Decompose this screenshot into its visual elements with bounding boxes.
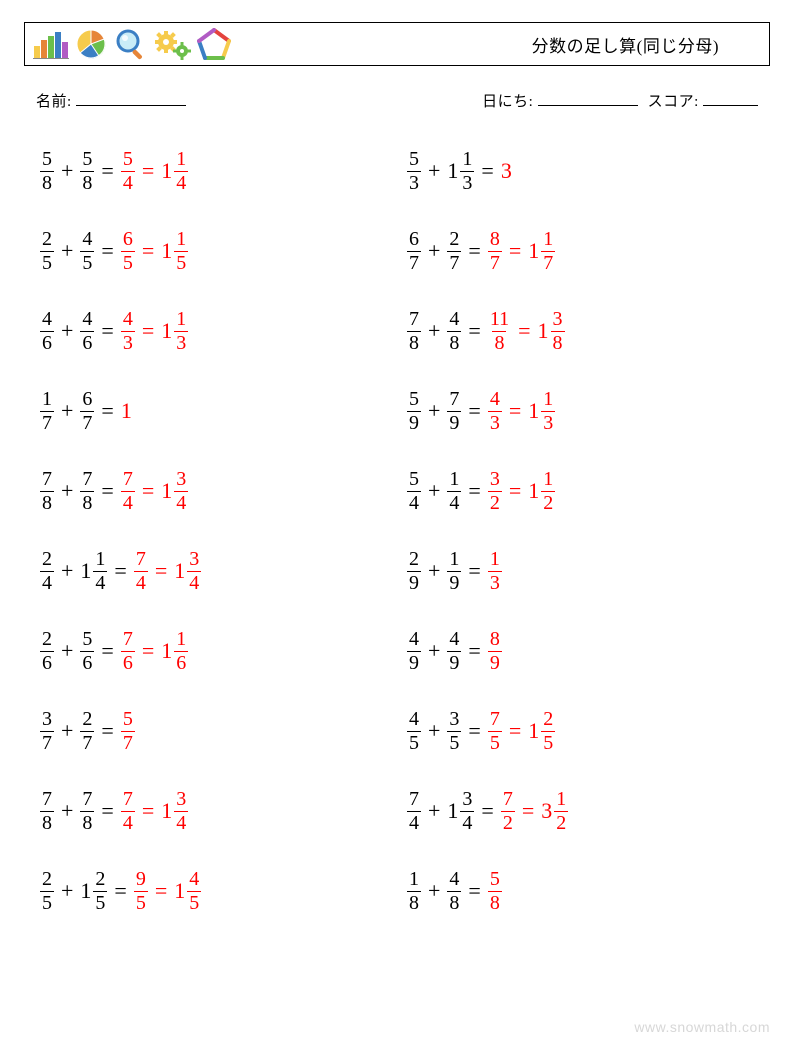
problem-row: 74+134=72=312 — [397, 771, 764, 851]
left-column: 58+58=54=11425+45=65=11546+46=43=11317+6… — [30, 131, 397, 931]
problem-row: 49+49=89 — [397, 611, 764, 691]
problem-row: 24+114=74=134 — [30, 531, 397, 611]
problem-row: 58+58=54=114 — [30, 131, 397, 211]
problem-row: 54+14=32=112 — [397, 451, 764, 531]
right-column: 53+113=367+27=87=11778+48=118=13859+79=4… — [397, 131, 764, 931]
problem-row: 78+48=118=138 — [397, 291, 764, 371]
score-blank[interactable] — [703, 91, 758, 106]
problem-row: 17+67=1 — [30, 371, 397, 451]
problem-row: 29+19=13 — [397, 531, 764, 611]
bar-chart-icon — [33, 28, 69, 60]
pie-chart-icon — [75, 28, 109, 60]
problem-row: 46+46=43=113 — [30, 291, 397, 371]
score-field: スコア: — [648, 90, 758, 111]
pentagon-icon — [197, 28, 231, 60]
problem-row: 26+56=76=116 — [30, 611, 397, 691]
problem-row: 59+79=43=113 — [397, 371, 764, 451]
problem-row: 78+78=74=134 — [30, 451, 397, 531]
date-field: 日にち: — [482, 90, 637, 111]
problem-row: 18+48=58 — [397, 851, 764, 931]
gears-icon — [155, 28, 191, 60]
header-box: 分数の足し算(同じ分母) — [24, 22, 770, 66]
problem-row: 53+113=3 — [397, 131, 764, 211]
icon-row — [33, 28, 231, 60]
name-field: 名前: — [36, 90, 186, 111]
score-label: スコア: — [648, 94, 699, 110]
problem-row: 25+45=65=115 — [30, 211, 397, 291]
date-blank[interactable] — [538, 91, 638, 106]
problem-row: 67+27=87=117 — [397, 211, 764, 291]
problem-row: 37+27=57 — [30, 691, 397, 771]
name-label: 名前: — [36, 94, 72, 110]
magnifier-icon — [115, 28, 149, 60]
watermark-text: www.snowmath.com — [634, 1019, 770, 1035]
worksheet-page: 分数の足し算(同じ分母) 名前: 日にち: スコア: 58+58=54=1142… — [0, 0, 794, 953]
name-blank[interactable] — [76, 91, 186, 106]
problem-row: 45+35=75=125 — [397, 691, 764, 771]
problems-area: 58+58=54=11425+45=65=11546+46=43=11317+6… — [24, 111, 770, 931]
date-label: 日にち: — [482, 94, 533, 110]
problem-row: 25+125=95=145 — [30, 851, 397, 931]
meta-row: 名前: 日にち: スコア: — [24, 66, 770, 111]
worksheet-title: 分数の足し算(同じ分母) — [532, 32, 755, 57]
problem-row: 78+78=74=134 — [30, 771, 397, 851]
